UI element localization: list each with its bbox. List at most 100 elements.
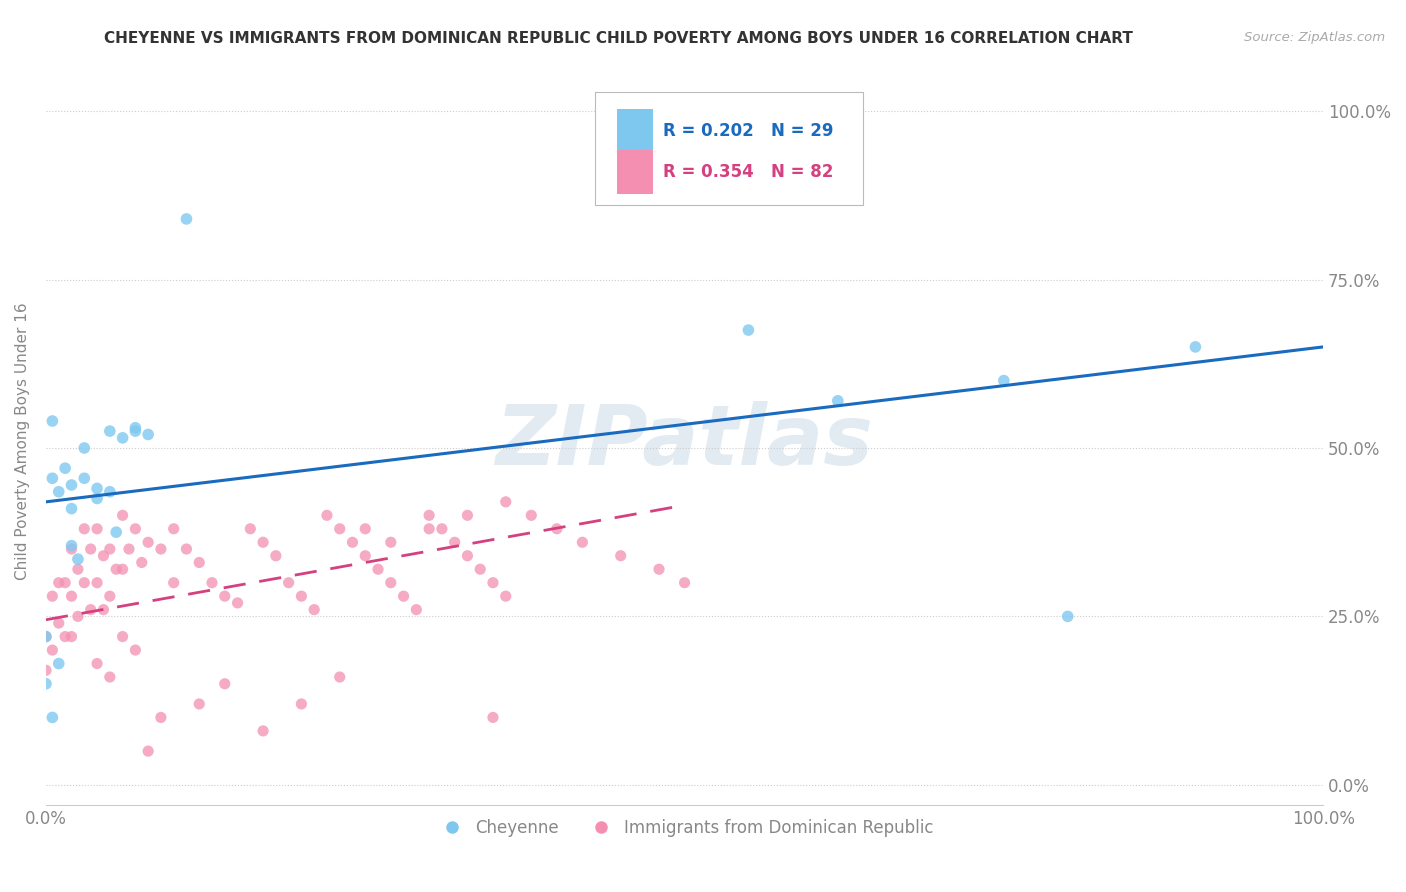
Point [41, 414, 63, 428]
Point [252, 535, 274, 549]
Point [176, 541, 198, 556]
Point [188, 697, 211, 711]
Point [86, 575, 108, 590]
Text: ZIPatlas: ZIPatlas [496, 401, 873, 482]
Point [380, 575, 402, 590]
Point [456, 508, 478, 523]
Point [73, 522, 96, 536]
Point [163, 575, 186, 590]
Point [648, 562, 671, 576]
Point [111, 630, 134, 644]
Point [60, 589, 83, 603]
Bar [617, 109, 652, 153]
Point [124, 421, 146, 435]
Point [66, 562, 89, 576]
Point [35, 630, 58, 644]
Point [482, 710, 505, 724]
Point [118, 541, 141, 556]
FancyBboxPatch shape [595, 92, 863, 205]
Point [48, 616, 70, 631]
Point [53, 461, 76, 475]
Point [277, 575, 299, 590]
Point [79, 541, 101, 556]
Point [252, 723, 274, 738]
Point [124, 522, 146, 536]
Point [79, 602, 101, 616]
Text: CHEYENNE VS IMMIGRANTS FROM DOMINICAN REPUBLIC CHILD POVERTY AMONG BOYS UNDER 16: CHEYENNE VS IMMIGRANTS FROM DOMINICAN RE… [104, 31, 1133, 46]
Point [66, 609, 89, 624]
Point [105, 562, 128, 576]
Point [214, 677, 236, 691]
Point [60, 501, 83, 516]
Point [124, 643, 146, 657]
Point [470, 562, 492, 576]
Point [73, 441, 96, 455]
Point [53, 630, 76, 644]
Point [214, 589, 236, 603]
Point [342, 535, 364, 549]
Point [136, 744, 159, 758]
Point [737, 323, 759, 337]
Text: Source: ZipAtlas.com: Source: ZipAtlas.com [1244, 31, 1385, 45]
Point [418, 508, 440, 523]
Point [86, 491, 108, 506]
Point [380, 535, 402, 549]
Point [201, 575, 224, 590]
Point [264, 549, 287, 563]
Point [329, 522, 352, 536]
Point [1184, 340, 1206, 354]
Point [41, 471, 63, 485]
Point [827, 393, 849, 408]
Point [98, 541, 121, 556]
Point [48, 575, 70, 590]
Point [392, 589, 415, 603]
Point [136, 535, 159, 549]
Point [41, 589, 63, 603]
Point [571, 535, 593, 549]
Point [111, 431, 134, 445]
Point [66, 552, 89, 566]
Point [149, 541, 172, 556]
Point [495, 495, 517, 509]
Point [354, 522, 377, 536]
Point [111, 562, 134, 576]
Point [405, 602, 427, 616]
Legend: Cheyenne, Immigrants from Dominican Republic: Cheyenne, Immigrants from Dominican Repu… [429, 813, 941, 844]
Point [609, 549, 631, 563]
Point [98, 589, 121, 603]
Point [105, 525, 128, 540]
Point [302, 602, 325, 616]
Point [520, 508, 543, 523]
Y-axis label: Child Poverty Among Boys Under 16: Child Poverty Among Boys Under 16 [15, 302, 30, 580]
Point [124, 424, 146, 438]
Point [546, 522, 568, 536]
Point [98, 484, 121, 499]
Text: R = 0.202   N = 29: R = 0.202 N = 29 [662, 121, 834, 139]
Point [73, 471, 96, 485]
Point [86, 522, 108, 536]
Point [111, 508, 134, 523]
Point [329, 670, 352, 684]
Point [131, 556, 153, 570]
Point [239, 522, 262, 536]
Point [136, 427, 159, 442]
Point [290, 589, 312, 603]
Point [456, 549, 478, 563]
Point [430, 522, 453, 536]
Point [176, 211, 198, 226]
Text: R = 0.354   N = 82: R = 0.354 N = 82 [662, 163, 834, 181]
Point [149, 710, 172, 724]
Point [354, 549, 377, 563]
Point [367, 562, 389, 576]
Point [41, 643, 63, 657]
Point [60, 541, 83, 556]
Point [60, 478, 83, 492]
Point [98, 424, 121, 438]
Point [93, 549, 115, 563]
Point [35, 677, 58, 691]
Point [93, 602, 115, 616]
Point [226, 596, 249, 610]
Point [495, 589, 517, 603]
Point [48, 484, 70, 499]
Point [1056, 609, 1078, 624]
